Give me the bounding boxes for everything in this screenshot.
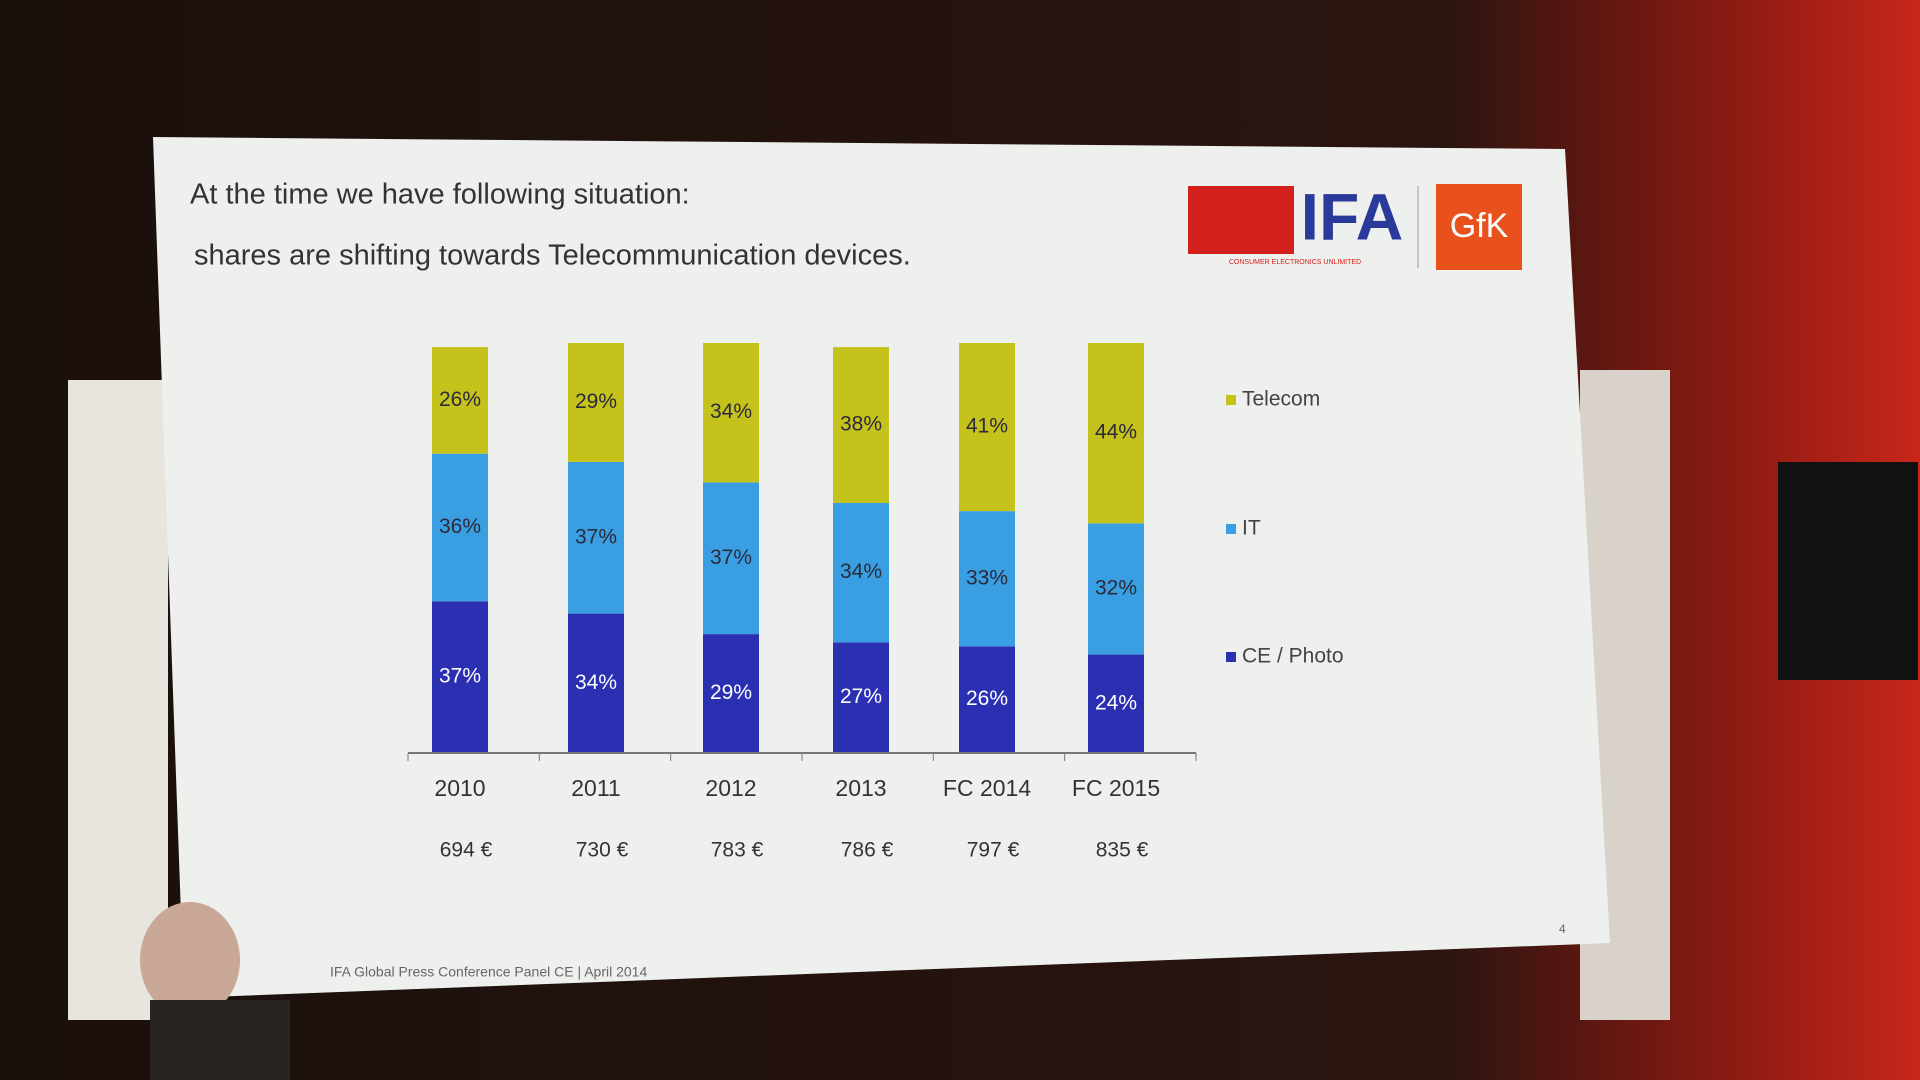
bar-segment [568, 613, 624, 753]
bar-segment [959, 511, 1015, 647]
bar-segment [703, 482, 759, 635]
value-label: 36% [439, 515, 481, 538]
page-number: 4 [1559, 922, 1566, 936]
value-label: 37% [710, 546, 752, 569]
bar-segment [1088, 343, 1144, 524]
gfk-logo [1436, 184, 1522, 270]
price-label: 786 € [841, 839, 894, 862]
legend-label: IT [1242, 517, 1261, 540]
x-tick-label: 2013 [835, 775, 886, 801]
price-label: 835 € [1096, 839, 1149, 862]
x-tick-label: 2012 [705, 775, 756, 801]
legend-swatch [1226, 524, 1236, 534]
audience-body [150, 1000, 290, 1080]
bar-segment [703, 634, 759, 753]
slide-title: At the time we have following situation: [190, 179, 690, 211]
value-label: 26% [439, 388, 481, 411]
x-tick-label: 2011 [571, 775, 620, 801]
value-label: 37% [439, 665, 481, 688]
ifa-emblem [1188, 186, 1294, 254]
value-label: 38% [840, 413, 882, 436]
value-label: 34% [575, 671, 617, 694]
value-label: 34% [840, 560, 882, 583]
value-label: 26% [966, 687, 1008, 710]
ifa-text: IFA [1301, 179, 1404, 253]
price-label: 783 € [711, 839, 764, 862]
bar-segment [568, 461, 624, 614]
footer: IFA Global Press Conference Panel CE | A… [330, 964, 647, 980]
x-tick-label: FC 2014 [943, 775, 1031, 801]
chart: 37% 36% 26% 2010 694 € 34% 37% 29% 2011 730 € 29% 3… [407, 343, 1344, 862]
value-label: 34% [710, 400, 752, 423]
legend-label: Telecom [1242, 388, 1320, 411]
value-label: 41% [966, 415, 1008, 438]
value-label: 29% [575, 390, 617, 413]
bar-segment [833, 642, 889, 753]
legend-swatch [1226, 652, 1236, 662]
bar-segment [568, 343, 624, 462]
bar-segment [1088, 654, 1144, 753]
speaker [1778, 462, 1918, 680]
pillar [68, 380, 168, 1020]
bar-segment [959, 343, 1015, 512]
x-tick-label: 2010 [434, 775, 485, 801]
ifa-logo: IFA CONSUMER ELECTRONICS UNLIMITED [1188, 179, 1404, 266]
price-label: 730 € [576, 839, 629, 862]
legend-label: CE / Photo [1242, 645, 1344, 668]
bar-segment [833, 502, 889, 643]
bar-segment [703, 343, 759, 483]
value-label: 24% [1095, 691, 1137, 714]
value-label: 27% [840, 685, 882, 708]
gfk-text: GfK [1450, 207, 1509, 245]
slide-subtitle: shares are shifting towards Telecommunic… [194, 240, 911, 272]
legend-swatch [1226, 395, 1236, 405]
value-label: 33% [966, 566, 1008, 589]
value-label: 32% [1095, 577, 1137, 600]
bar-segment [432, 347, 488, 454]
bar-segment [1088, 523, 1144, 655]
value-label: 29% [710, 681, 752, 704]
bar-segment [959, 646, 1015, 753]
price-label: 797 € [967, 839, 1020, 862]
bar-segment [833, 347, 889, 503]
ifa-tagline: CONSUMER ELECTRONICS UNLIMITED [1229, 259, 1361, 266]
bar-segment [432, 453, 488, 602]
audience-head [140, 902, 240, 1018]
price-label: 694 € [440, 839, 493, 862]
x-tick-label: FC 2015 [1072, 775, 1160, 801]
bar-segment [432, 601, 488, 753]
value-label: 37% [575, 525, 617, 548]
value-label: 44% [1095, 421, 1137, 444]
